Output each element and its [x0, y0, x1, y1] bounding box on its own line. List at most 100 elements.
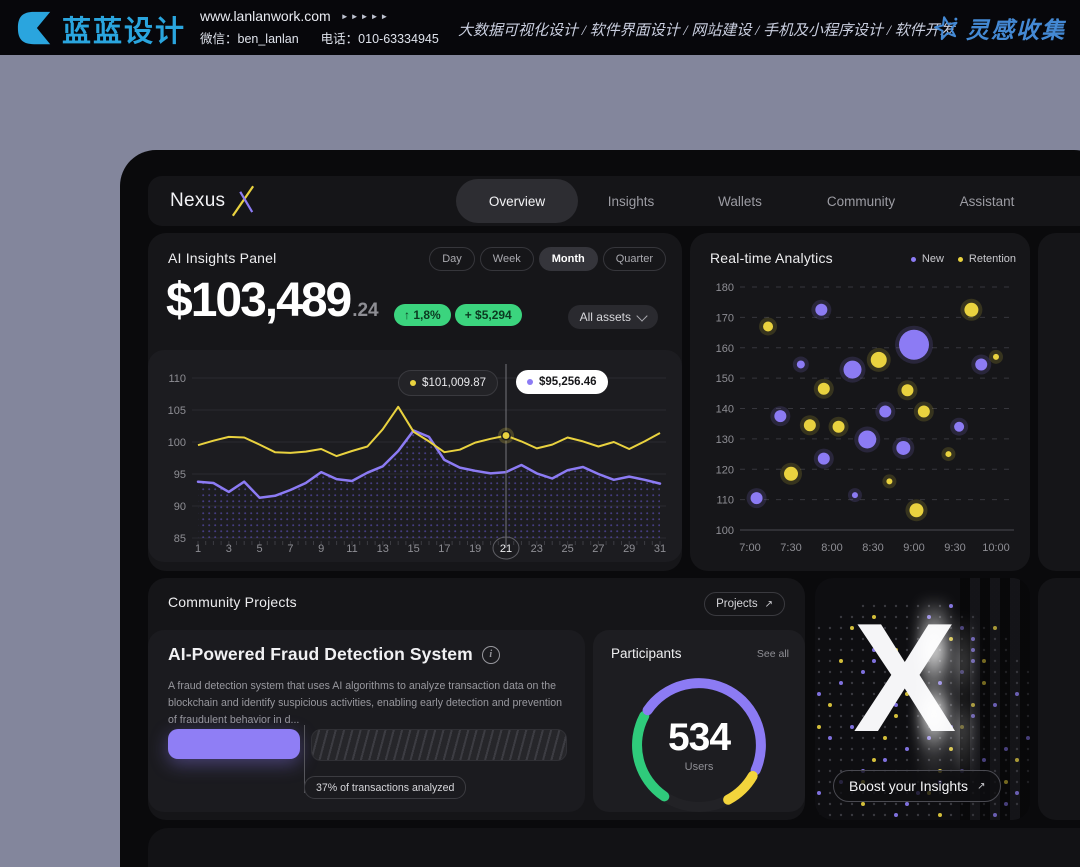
projects-button[interactable]: Projects ↗: [704, 592, 785, 616]
amount-change-badge: + $5,294: [454, 304, 522, 326]
website-url: www.lanlanwork.com: [200, 8, 331, 24]
legend-new[interactable]: New: [910, 253, 944, 265]
partial-card-row1: [1038, 233, 1080, 571]
dashboard-navbar: Nexus Overview Insights Wallets Communit…: [148, 176, 1080, 226]
svg-text:110: 110: [716, 495, 734, 507]
range-switcher: Day Week Month Quarter: [429, 247, 666, 271]
progress-label: 37% of transactions analyzed: [304, 776, 467, 799]
svg-text:105: 105: [168, 405, 186, 417]
participants-title: Participants: [611, 646, 682, 661]
svg-text:7:00: 7:00: [739, 542, 760, 554]
range-month[interactable]: Month: [538, 247, 598, 271]
x-tick[interactable]: 7: [287, 543, 293, 555]
tab-insights[interactable]: Insights: [607, 193, 655, 209]
x-tick[interactable]: 11: [346, 543, 357, 555]
x-tick[interactable]: 5: [257, 543, 263, 555]
tab-community[interactable]: Community: [826, 193, 896, 209]
x-tick[interactable]: 9: [318, 543, 324, 555]
x-tick[interactable]: 1: [195, 543, 201, 555]
x-tick[interactable]: 17: [438, 543, 450, 555]
tab-overview[interactable]: Overview: [456, 179, 578, 223]
svg-text:10:00: 10:00: [982, 542, 1010, 554]
assets-dropdown[interactable]: All assets: [567, 305, 658, 329]
svg-text:110: 110: [168, 373, 186, 385]
arrow-decoration: ►►►►►: [340, 11, 391, 21]
sparkle-star-icon: [934, 15, 958, 40]
tab-wallets[interactable]: Wallets: [718, 193, 762, 209]
boost-insights-button[interactable]: Boost your Insights ↗: [833, 770, 1002, 802]
svg-text:9:00: 9:00: [903, 542, 924, 554]
arrow-up-right-icon: ↗: [764, 598, 773, 610]
fraud-title: AI-Powered Fraud Detection System: [168, 644, 473, 664]
x-tick[interactable]: 25: [561, 543, 573, 555]
blur-streak: [955, 578, 971, 820]
range-week[interactable]: Week: [479, 247, 534, 271]
yellow-dot-icon: [410, 380, 417, 386]
svg-text:140: 140: [716, 404, 734, 416]
svg-text:100: 100: [716, 525, 734, 537]
progress-divider: [304, 725, 305, 793]
arrow-up-right-icon: ↗: [977, 780, 986, 792]
fraud-description: A fraud detection system that uses AI al…: [168, 680, 562, 726]
x-tick[interactable]: 29: [623, 543, 635, 555]
bottom-clipped-card: [148, 828, 1080, 867]
svg-text:130: 130: [716, 434, 734, 446]
svg-text:150: 150: [716, 373, 734, 385]
x-tick[interactable]: 15: [407, 543, 419, 555]
x-tick[interactable]: 23: [531, 543, 543, 555]
ai-insights-card: AI Insights Panel Day Week Month Quarter…: [148, 233, 682, 571]
range-day[interactable]: Day: [429, 247, 475, 271]
portfolio-value-main: $103,489: [166, 274, 352, 327]
ai-insights-title: AI Insights Panel: [168, 250, 277, 266]
change-badges: ↑ 1,8% + $5,294: [394, 304, 522, 326]
x-tick[interactable]: 31: [654, 543, 666, 555]
tooltip-dark: $101,009.87: [398, 370, 498, 396]
x-tick[interactable]: 3: [226, 543, 232, 555]
scatter-legend: New Retention: [910, 253, 1016, 265]
tab-assistant[interactable]: Assistant: [959, 193, 1015, 209]
participants-panel: Participants See all 534 Users: [593, 630, 805, 812]
svg-text:90: 90: [174, 501, 186, 513]
bubble-chart: 100 110 120 130 140 150 160 170 180 7:00 7:30 8:00 8…: [716, 282, 1014, 554]
legend-retention[interactable]: Retention: [957, 253, 1016, 265]
lanlan-logo-icon: [17, 11, 51, 45]
phone-label: 电话：010-63334945: [320, 32, 439, 46]
nexus-x-icon: [232, 185, 255, 217]
x-tick[interactable]: 27: [592, 543, 604, 555]
participants-count: 534: [667, 716, 731, 759]
x-tick-selected[interactable]: 21: [500, 543, 512, 555]
percent-change-badge: ↑ 1,8%: [394, 304, 451, 326]
svg-text:95: 95: [174, 469, 186, 481]
see-all-link[interactable]: See all: [756, 648, 789, 660]
chevron-down-icon: [636, 309, 648, 322]
fraud-detection-panel: AI-Powered Fraud Detection System i A fr…: [148, 630, 585, 812]
range-quarter[interactable]: Quarter: [602, 247, 666, 271]
boost-insights-card: X Boost your Insights ↗: [815, 578, 1030, 820]
portfolio-value: $103,489 .24: [166, 277, 379, 325]
svg-text:100: 100: [168, 437, 186, 449]
dashboard: Nexus Overview Insights Wallets Communit…: [120, 150, 1080, 867]
progress-bar-filled: [168, 729, 300, 759]
svg-text:120: 120: [716, 464, 734, 476]
info-icon[interactable]: i: [481, 645, 500, 664]
contact-block: www.lanlanwork.com ►►►►► 微信：ben_lanlan 电…: [200, 8, 439, 47]
x-tick[interactable]: 13: [377, 543, 389, 555]
svg-text:170: 170: [716, 312, 734, 324]
tooltip-white: $95,256.46: [516, 370, 608, 394]
services-list: 大数据可视化设计 / 软件界面设计 / 网站建设 / 手机及小程序设计 / 软件…: [458, 23, 955, 39]
top-banner: 蓝蓝设计 www.lanlanwork.com ►►►►► 微信：ben_lan…: [0, 0, 1080, 55]
nexus-logo[interactable]: Nexus: [170, 176, 255, 226]
realtime-title: Real-time Analytics: [710, 250, 833, 266]
community-projects-card: Community Projects Projects ↗ AI-Powered…: [148, 578, 805, 820]
x-tick[interactable]: 19: [469, 543, 481, 555]
svg-text:180: 180: [716, 282, 734, 294]
purple-dot-icon: [527, 379, 533, 385]
lanlan-logo: 蓝蓝设计: [16, 8, 186, 50]
participants-unit: Users: [684, 761, 714, 773]
community-title: Community Projects: [168, 594, 297, 610]
progress-bar-remaining: [311, 729, 567, 761]
realtime-analytics-card: Real-time Analytics New Retention 100 110…: [690, 233, 1030, 571]
brand-name: 蓝蓝设计: [62, 16, 187, 48]
